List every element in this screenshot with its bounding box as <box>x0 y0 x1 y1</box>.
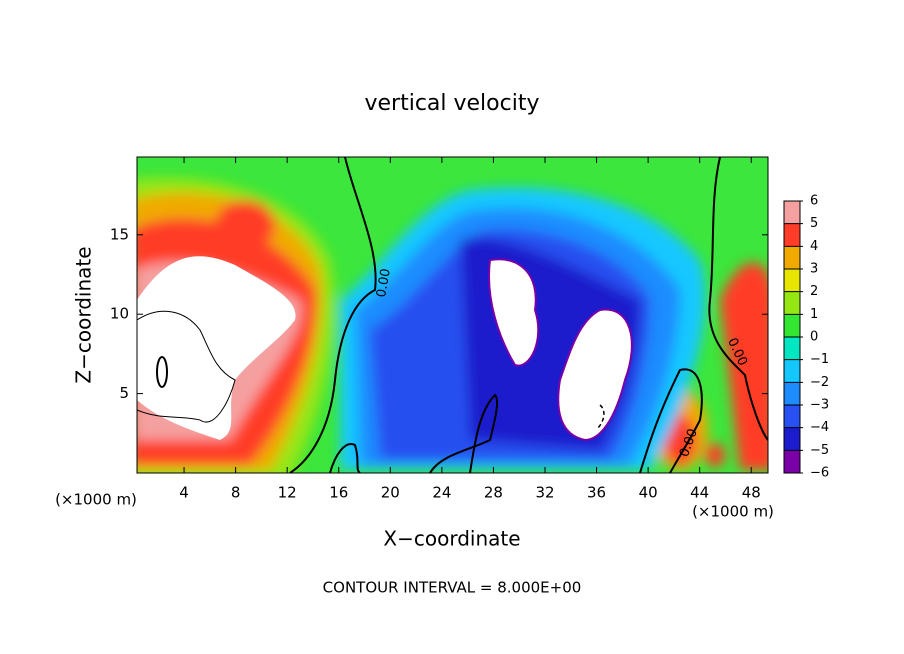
contour-line <box>708 157 768 441</box>
colorbar-swatch <box>784 359 800 383</box>
contour-label: 0.00 <box>374 267 394 298</box>
x-tick-label: 4 <box>179 484 189 502</box>
colorbar-swatch <box>784 382 800 405</box>
colorbar-swatch <box>784 269 800 292</box>
colorbar-tick-label: −3 <box>810 398 829 413</box>
colorbar: −6 −5 −4 −3 −2 −1 0 1 2 3 4 5 6 <box>783 194 829 481</box>
colorbar-swatch <box>784 450 800 473</box>
x-unit-label: (×1000 m) <box>692 503 774 521</box>
x-tick-label: 40 <box>639 484 658 502</box>
colorbar-swatch <box>784 337 800 360</box>
x-tick-label: 28 <box>484 484 503 502</box>
y-tick-label: 10 <box>110 305 129 323</box>
x-tick-label: 8 <box>231 484 241 502</box>
colorbar-swatch <box>784 201 800 224</box>
x-tick-label: 12 <box>278 484 297 502</box>
white-region <box>557 308 633 442</box>
x-tick-label: 48 <box>742 484 761 502</box>
colorbar-swatch <box>784 223 800 247</box>
contour-line <box>156 356 168 388</box>
x-tick-label: 24 <box>432 484 451 502</box>
y-tick-label: 5 <box>119 384 129 402</box>
y-tick-label: 15 <box>110 225 129 243</box>
colorbar-swatch <box>784 427 800 451</box>
contour-line <box>597 404 605 429</box>
x-tick-label: 36 <box>587 484 606 502</box>
x-unit-label: (×1000 m) <box>55 491 137 509</box>
colorbar-tick-label: −5 <box>810 443 829 458</box>
chart-title: vertical velocity <box>364 91 539 116</box>
colorbar-tick-label: 4 <box>810 239 818 254</box>
colorbar-tick-label: −2 <box>810 375 829 390</box>
x-tick-label: 20 <box>381 484 400 502</box>
colorbar-tick-label: 6 <box>810 194 818 209</box>
colorbar-swatch <box>784 246 800 269</box>
colorbar-tick-label: −4 <box>810 420 829 435</box>
y-axis-label: Z−coordinate <box>72 246 96 383</box>
colorbar-tick-label: 1 <box>810 307 818 322</box>
field <box>137 157 768 473</box>
colorbar-swatch <box>784 405 800 428</box>
x-axis-label: X−coordinate <box>383 527 520 551</box>
colorbar-tick-label: −1 <box>810 352 829 367</box>
x-tick-label: 16 <box>329 484 348 502</box>
x-tick-label: 32 <box>535 484 554 502</box>
contour-line <box>329 443 361 473</box>
contour-line <box>639 368 703 473</box>
footer-note: CONTOUR INTERVAL = 8.000E+00 <box>323 579 582 597</box>
colorbar-tick-label: 5 <box>810 216 818 231</box>
colorbar-swatch <box>784 291 800 315</box>
colorbar-tick-label: 3 <box>810 262 818 277</box>
colorbar-tick-label: 2 <box>810 284 818 299</box>
contour-line <box>429 393 499 473</box>
plot-frame <box>136 156 769 474</box>
x-tick-label: 44 <box>690 484 709 502</box>
contour-line <box>137 310 236 423</box>
white-region <box>137 256 296 440</box>
colorbar-tick-label: −6 <box>810 466 829 481</box>
contour-line <box>289 157 377 473</box>
white-region <box>488 258 540 367</box>
colorbar-tick-label: 0 <box>810 330 818 345</box>
colorbar-swatch <box>784 314 800 337</box>
